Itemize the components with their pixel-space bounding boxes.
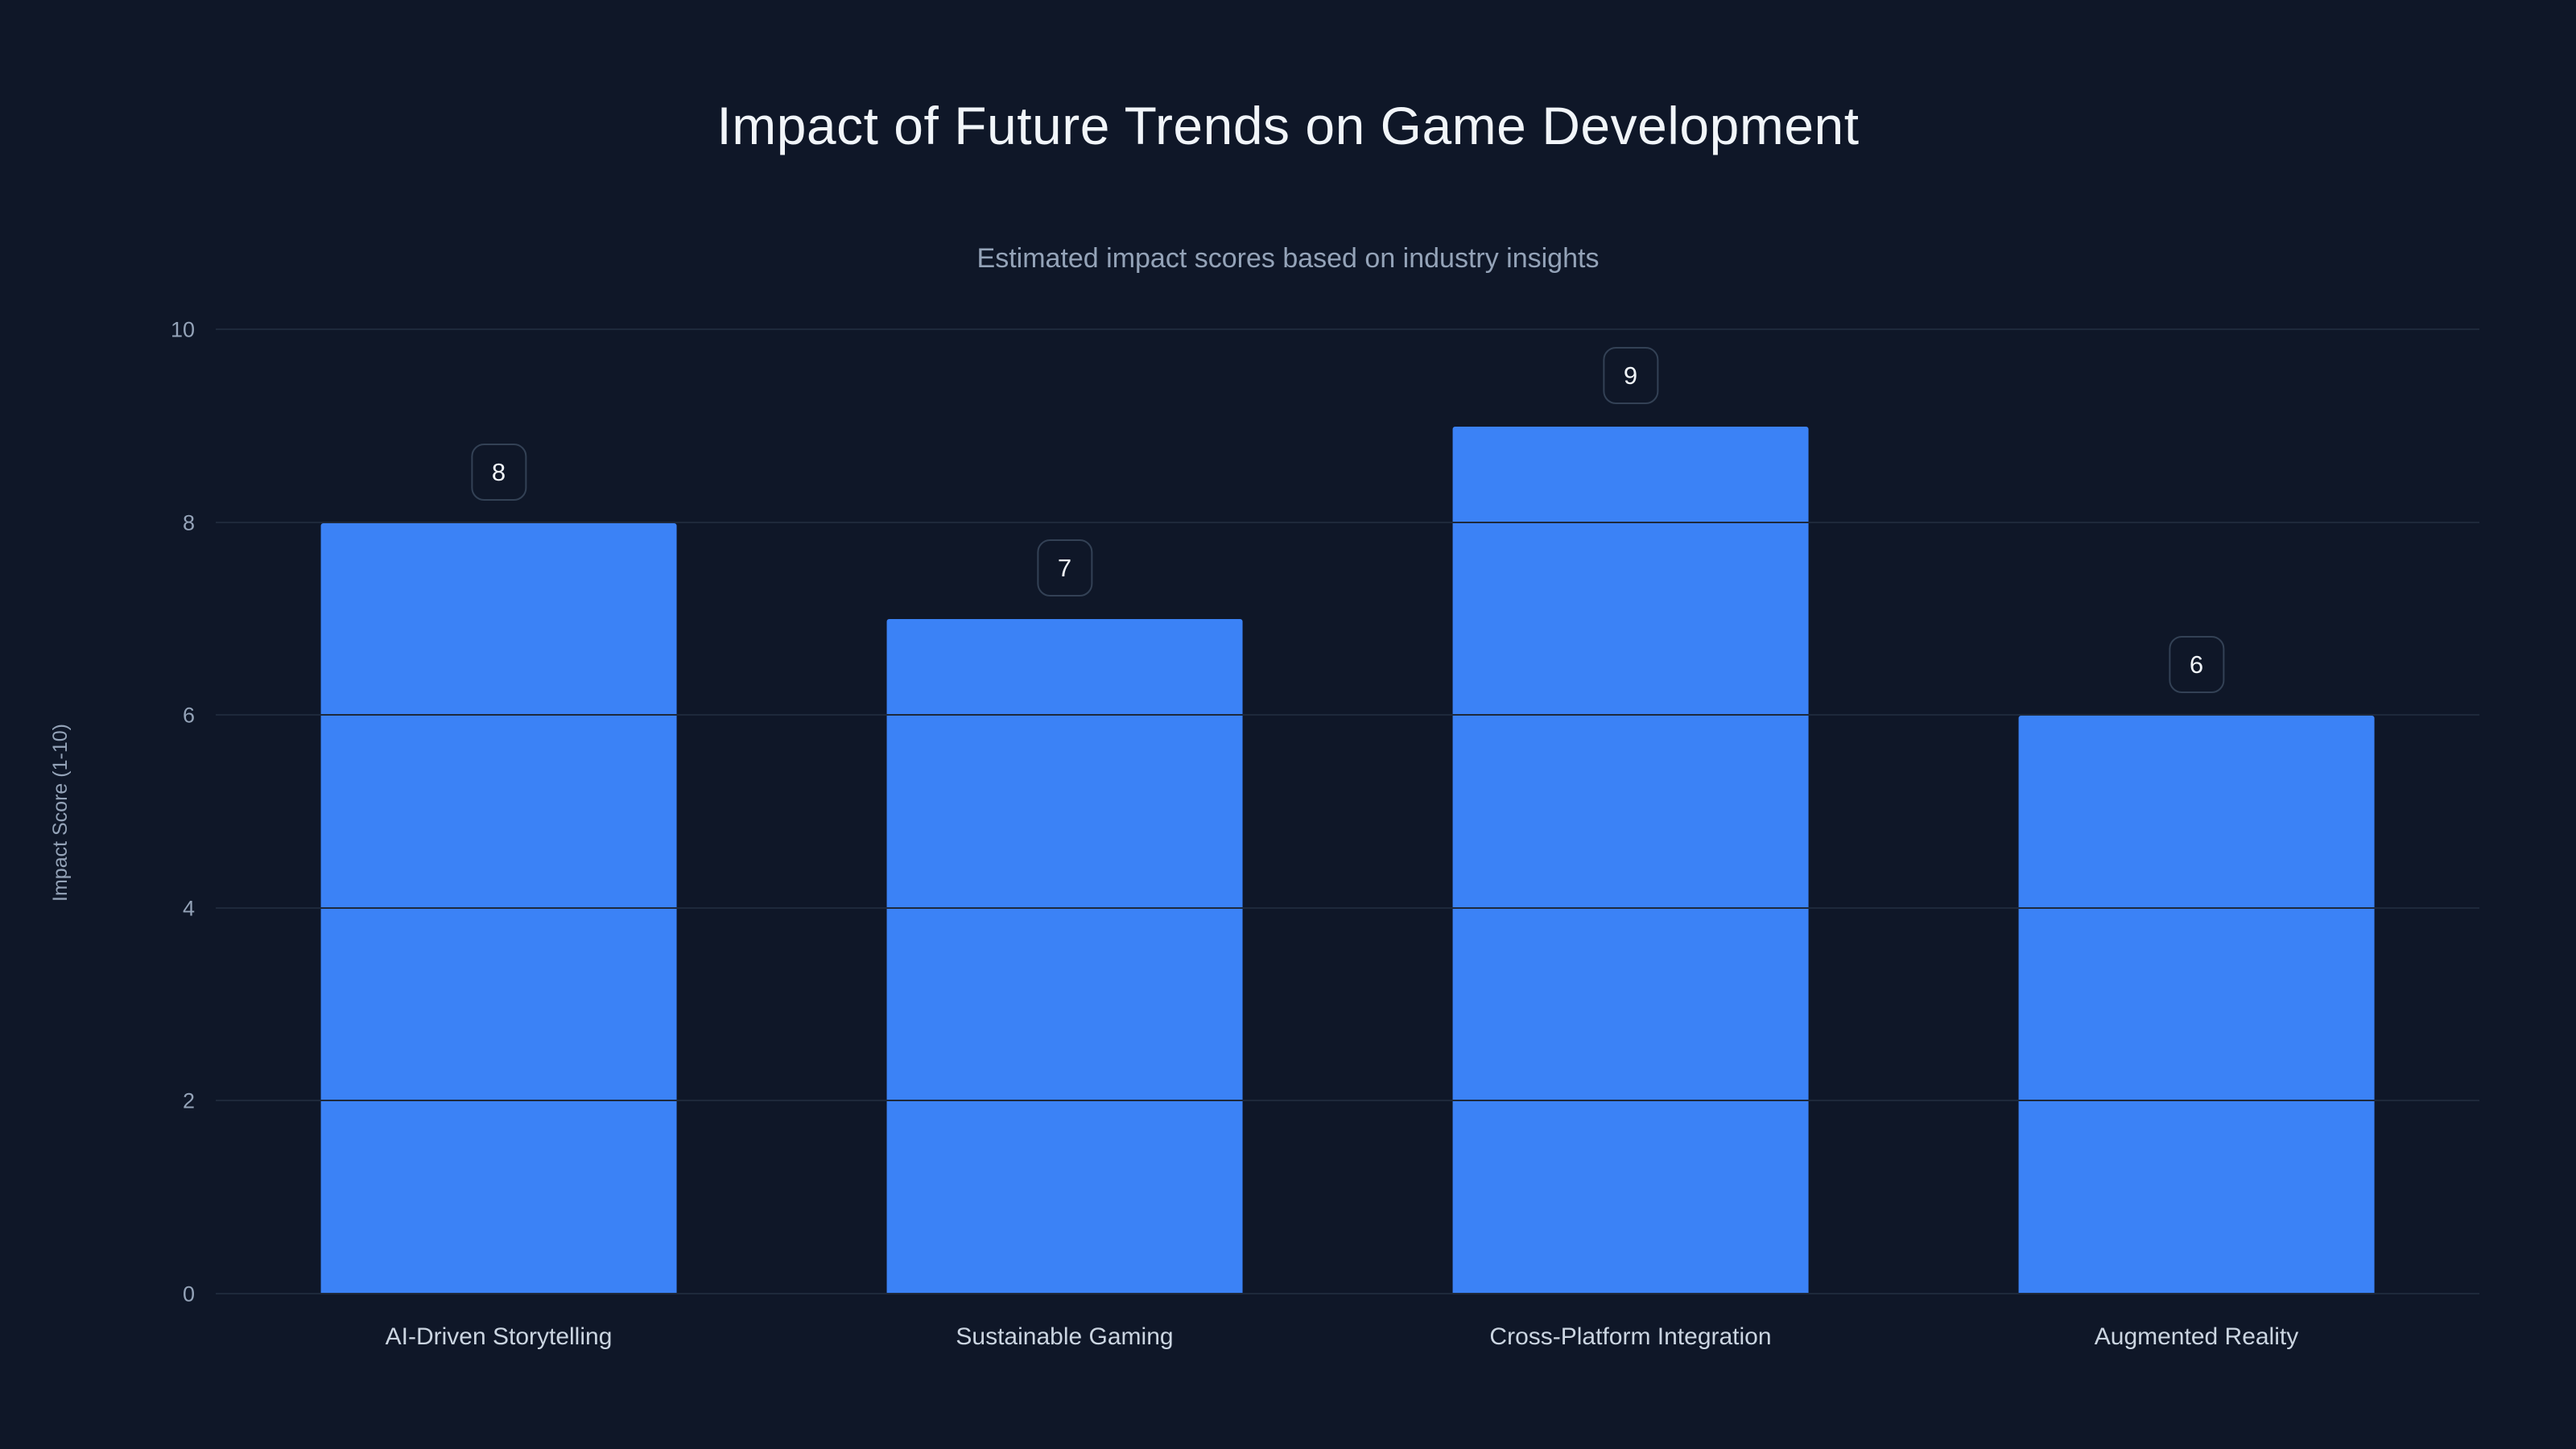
bar-slot: 7 Sustainable Gaming <box>782 330 1348 1350</box>
gridline-y-4 <box>216 906 2479 909</box>
plot-area: 8 AI-Driven Storytelling 7 Sustainable Gami… <box>171 318 2479 1350</box>
chart-title: Impact of Future Trends on Game Developm… <box>716 96 1860 155</box>
bar-slot: 9 Cross-Platform Integration <box>1348 330 1913 1350</box>
bar <box>2018 716 2375 1294</box>
bar-slot: 8 AI-Driven Storytelling <box>216 330 782 1350</box>
x-category-label: AI-Driven Storytelling <box>385 1323 613 1350</box>
y-tick-label-2: 2 <box>182 1088 195 1113</box>
y-tick-label-6: 6 <box>182 703 195 728</box>
y-axis-label-text: Impact Score (1-10) <box>48 723 72 902</box>
bar-slot: 6 Augmented Reality <box>1913 330 2479 1350</box>
gridline-y-10 <box>216 328 2479 330</box>
gridline-y-2 <box>216 1100 2479 1102</box>
gridline-y-8 <box>216 521 2479 523</box>
value-badge: 6 <box>2168 636 2225 694</box>
value-badge: 9 <box>1602 346 1659 404</box>
chart-subtitle: Estimated impact scores based on industr… <box>976 243 1600 274</box>
x-category-label: Augmented Reality <box>2094 1323 2299 1350</box>
y-tick-label-8: 8 <box>182 510 195 535</box>
y-tick-label-4: 4 <box>182 896 195 921</box>
y-tick-label-0: 0 <box>182 1282 195 1307</box>
bar <box>1452 426 1809 1294</box>
y-axis-label: Impact Score (1-10) <box>0 330 121 1294</box>
gridline-y-0 <box>216 1293 2479 1294</box>
x-category-label: Cross-Platform Integration <box>1489 1323 1772 1350</box>
value-badge: 8 <box>470 443 527 501</box>
bar <box>886 619 1243 1294</box>
bars-layer: 8 AI-Driven Storytelling 7 Sustainable Gami… <box>216 330 2479 1350</box>
x-category-label: Sustainable Gaming <box>956 1323 1174 1350</box>
value-badge: 7 <box>1036 539 1093 597</box>
y-tick-label-10: 10 <box>170 317 195 342</box>
gridline-y-6 <box>216 714 2479 716</box>
